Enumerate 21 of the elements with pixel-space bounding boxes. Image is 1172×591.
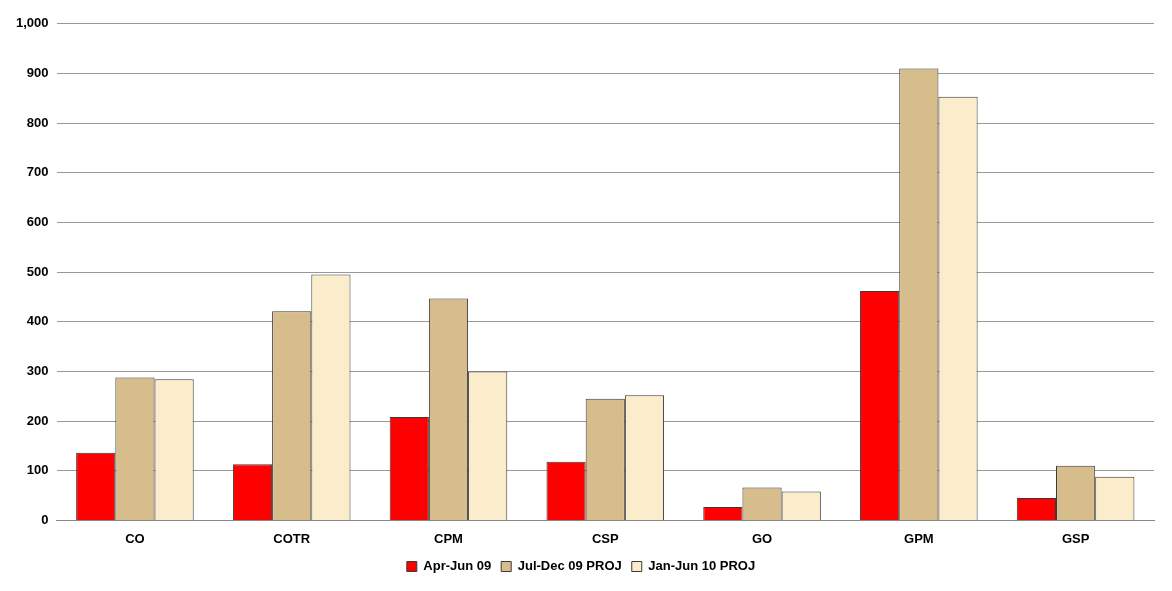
x-tick-label: CO	[125, 530, 145, 546]
x-tick-label: CSP	[591, 530, 619, 546]
y-tick-label: 1,000	[15, 15, 49, 31]
y-tick-label: 700	[26, 164, 49, 180]
x-tick-label: GSP	[1061, 530, 1090, 546]
x-tick-label: GO	[751, 530, 773, 546]
legend-label: Apr-Jun 09	[423, 558, 492, 574]
y-tick-label: 200	[26, 412, 49, 428]
y-tick-label: 500	[26, 263, 49, 279]
y-tick-label: 0	[41, 511, 49, 527]
legend-label: Jul-Dec 09 PROJ	[517, 558, 622, 574]
y-tick-label: 300	[26, 363, 49, 378]
legend-label: Jan-Jun 10 PROJ	[648, 558, 756, 574]
y-tick-label: 600	[26, 214, 49, 230]
x-tick-label: COTR	[273, 530, 311, 546]
x-tick-label: CPM	[434, 530, 463, 546]
x-tick-label: GPM	[904, 530, 934, 546]
y-tick-label: 900	[26, 65, 49, 81]
y-tick-label: 100	[26, 462, 49, 478]
y-tick-label: 800	[26, 114, 49, 130]
y-tick-label: 400	[26, 313, 49, 329]
